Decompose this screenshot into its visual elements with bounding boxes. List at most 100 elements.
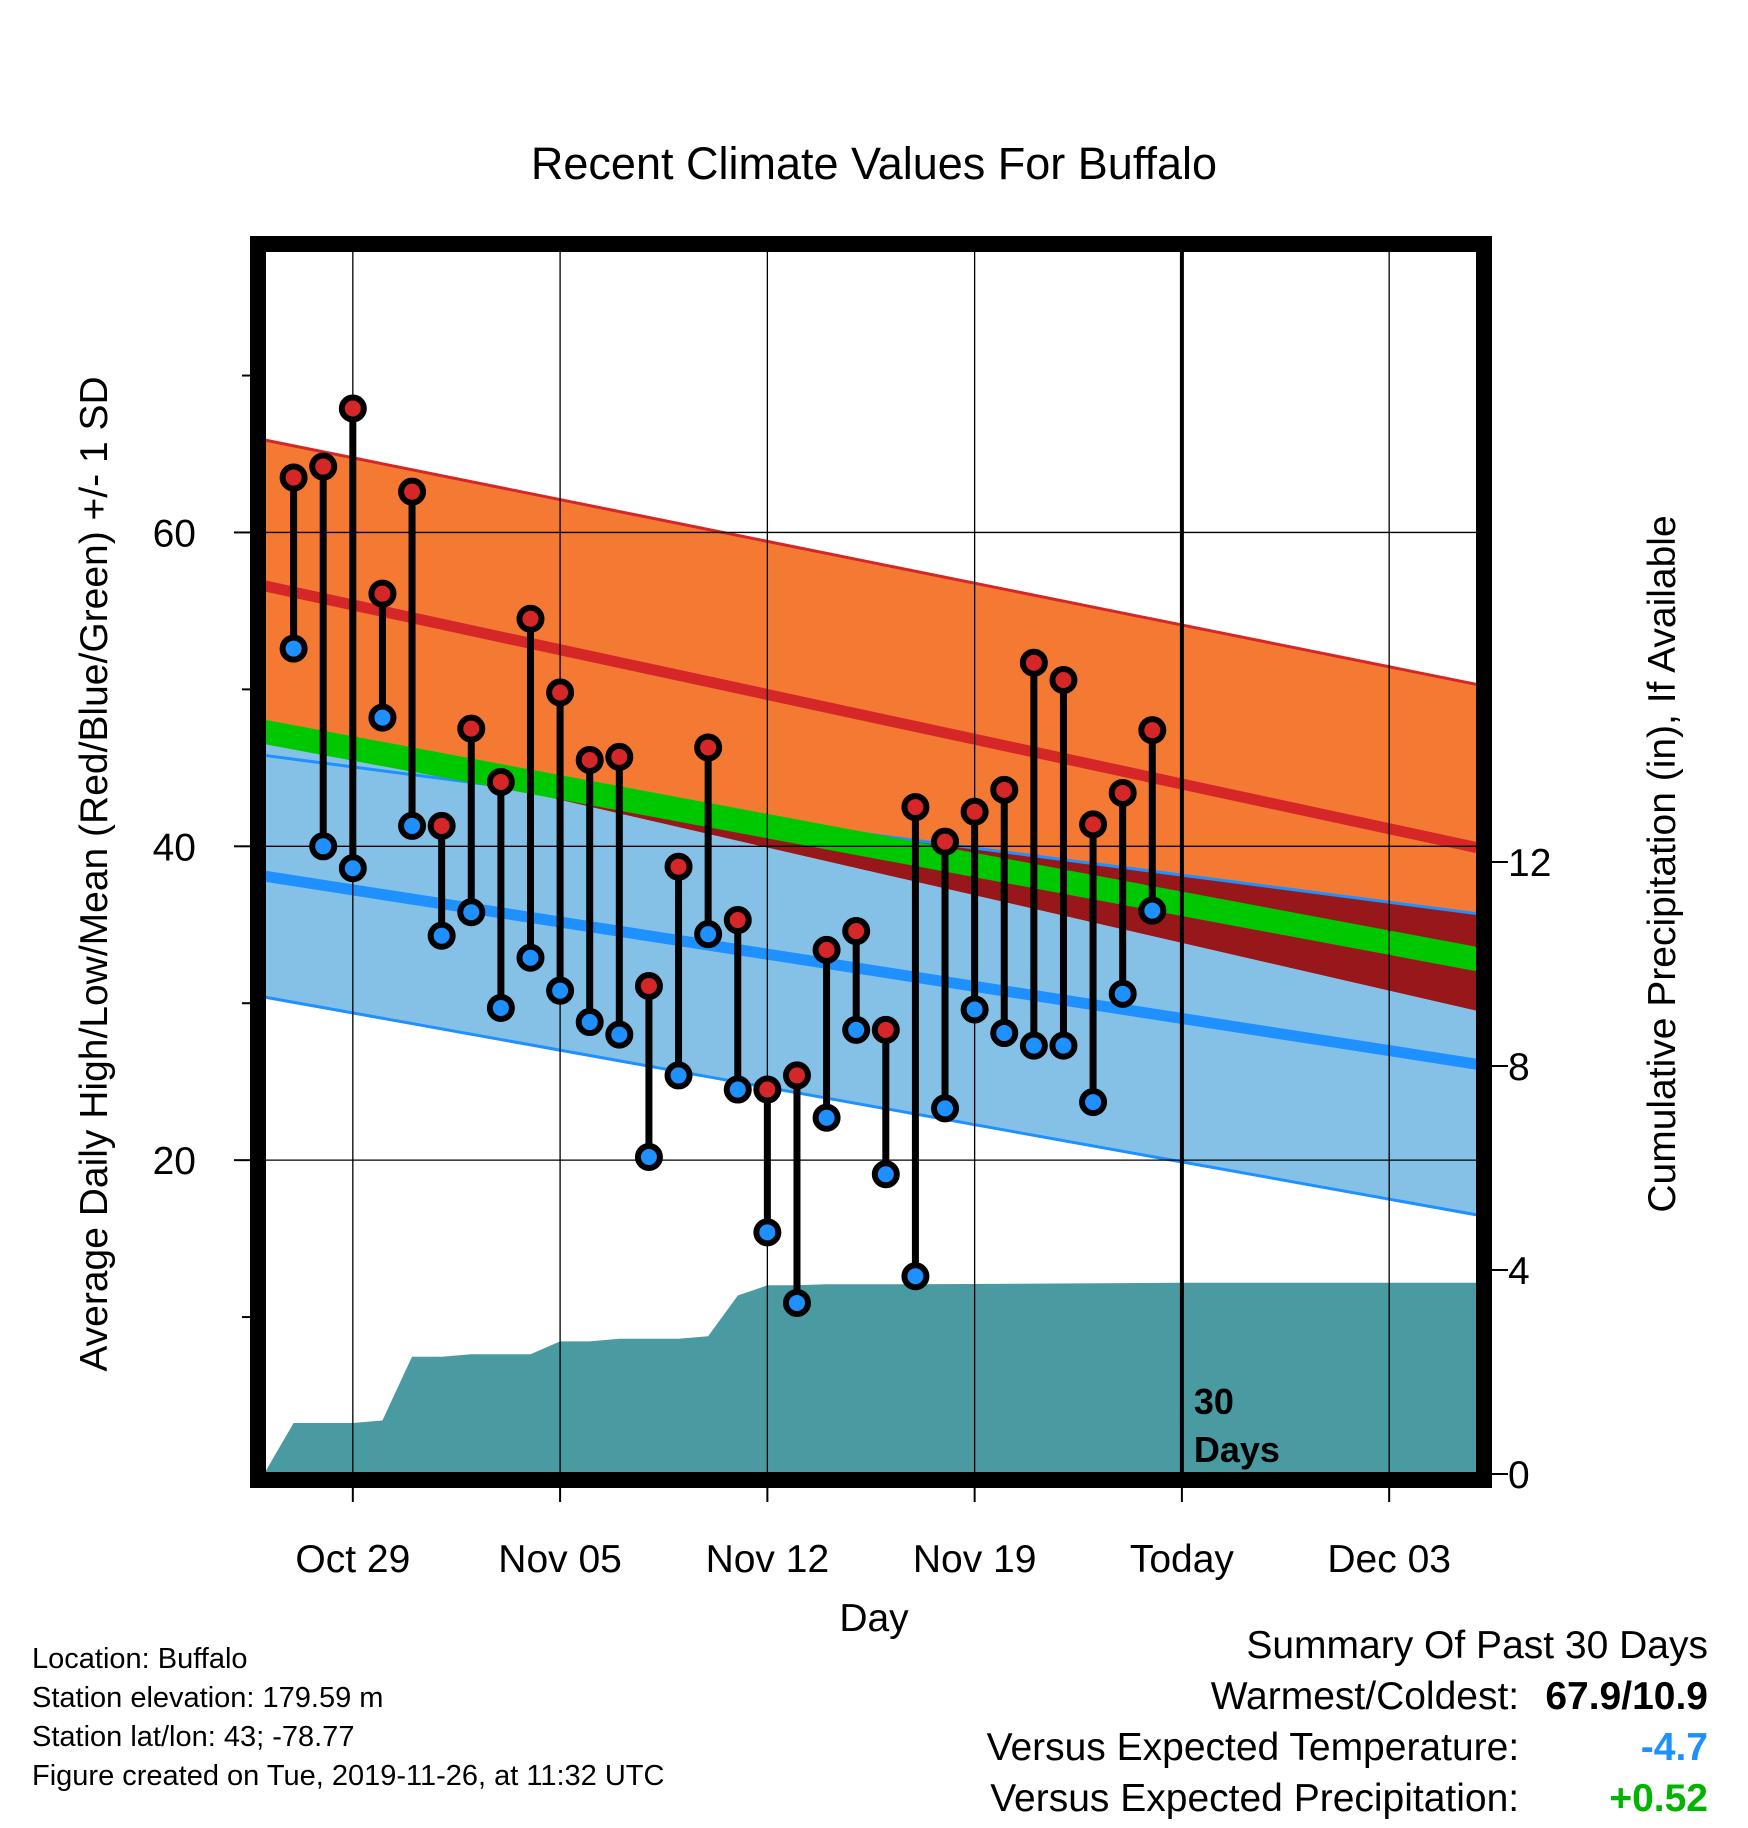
daily-high-point — [427, 811, 456, 840]
daily-high-point — [516, 604, 545, 633]
daily-high-point — [279, 463, 308, 492]
daily-high-point — [309, 452, 338, 481]
precip-vs-expected-label: Versus Expected Precipitation: — [990, 1777, 1520, 1820]
daily-high-point — [338, 394, 367, 423]
y-tick-label-right: 8 — [1508, 1046, 1530, 1089]
daily-low-point — [427, 921, 456, 950]
daily-low-point — [634, 1143, 663, 1172]
daily-low-point — [782, 1288, 811, 1317]
normal-high-plus-sd-line — [263, 438, 1479, 687]
axes: Oct 29 Nov 05 Nov 12 Nov 19 Today Dec 03 20 40 6… — [153, 236, 1551, 1581]
daily-low-point — [842, 1015, 871, 1044]
daily-high-point — [1049, 665, 1078, 694]
x-tick-label: Nov 19 — [913, 1538, 1037, 1581]
daily-high-point — [871, 1015, 900, 1044]
summary-row-temp: Versus Expected Temperature: -4.7 — [987, 1722, 1708, 1773]
daily-low-point — [871, 1160, 900, 1189]
daily-low-point — [664, 1061, 693, 1090]
daily-high-point — [694, 733, 723, 762]
daily-high-point — [753, 1075, 782, 1104]
y-tick-label-left: 20 — [153, 1140, 196, 1183]
daily-high-point — [960, 797, 989, 826]
created-text: Figure created on Tue, 2019-11-26, at 11… — [32, 1760, 665, 1792]
daily-low-point — [753, 1218, 782, 1247]
elevation-text: Station elevation: 179.59 m — [32, 1682, 384, 1714]
daily-high-point — [605, 742, 634, 771]
x-tick-label: Today — [1130, 1538, 1235, 1581]
normal-high-mean-line — [262, 580, 1480, 854]
daily-low-point — [516, 943, 545, 972]
today-window-number: 30 — [1194, 1381, 1234, 1422]
normal-high-band — [264, 439, 1478, 1012]
daily-high-point — [398, 477, 427, 506]
daily-high-point — [664, 852, 693, 881]
daily-low-point — [723, 1075, 752, 1104]
summary-title: Summary Of Past 30 Days — [1246, 1624, 1708, 1667]
daily-high-point — [546, 678, 575, 707]
daily-low-point — [1108, 979, 1137, 1008]
y-tick-label-left: 60 — [153, 512, 196, 555]
temp-vs-expected-value: -4.7 — [1640, 1726, 1708, 1769]
x-tick-label: Nov 05 — [498, 1538, 622, 1581]
station-info: Location: Buffalo Station elevation: 179… — [32, 1640, 664, 1796]
chart-title: Recent Climate Values For Buffalo — [531, 138, 1217, 189]
latlon-text: Station lat/lon: 43; -78.77 — [32, 1721, 355, 1753]
daily-low-point — [338, 854, 367, 883]
y-tick-label-left: 40 — [153, 826, 196, 869]
daily-low-point — [486, 993, 515, 1022]
daily-low-point — [694, 920, 723, 949]
warmest-coldest-label: Warmest/Coldest: — [1210, 1675, 1520, 1718]
y-axis-label-left: Average Daily High/Low/Mean (Red/Blue/Gr… — [73, 376, 116, 1371]
daily-low-point — [812, 1103, 841, 1132]
daily-low-point — [546, 976, 575, 1005]
x-tick-label: Nov 12 — [706, 1538, 830, 1581]
daily-low-point — [901, 1262, 930, 1291]
daily-high-point — [368, 579, 397, 608]
x-axis-label: Day — [839, 1597, 909, 1640]
daily-low-point — [1079, 1088, 1108, 1117]
daily-high-point — [901, 793, 930, 822]
daily-high-point — [931, 827, 960, 856]
daily-high-point — [1019, 648, 1048, 677]
daily-high-point — [723, 906, 752, 935]
today-window-unit: Days — [1194, 1429, 1280, 1470]
daily-low-point — [931, 1094, 960, 1123]
daily-low-point — [1049, 1031, 1078, 1060]
plot-frame — [250, 236, 1492, 1488]
precip-vs-expected-value: +0.52 — [1609, 1777, 1708, 1820]
summary-row-warmest: Warmest/Coldest: 67.9/10.9 — [987, 1671, 1708, 1722]
daily-low-point — [990, 1019, 1019, 1048]
daily-low-point — [1138, 896, 1167, 925]
daily-low-point — [1019, 1031, 1048, 1060]
location-text: Location: Buffalo — [32, 1643, 248, 1675]
daily-low-point — [575, 1008, 604, 1037]
daily-low-point — [398, 811, 427, 840]
warmest-coldest-value: 67.9/10.9 — [1545, 1675, 1708, 1718]
y-axis-label-right: Cumulative Precipitation (in), If Availa… — [1641, 515, 1684, 1212]
x-tick-label: Oct 29 — [295, 1538, 410, 1581]
temp-vs-expected-label: Versus Expected Temperature: — [986, 1726, 1520, 1769]
summary-panel: Summary Of Past 30 Days Warmest/Coldest:… — [987, 1620, 1708, 1824]
y-tick-label-right: 0 — [1508, 1454, 1530, 1497]
daily-high-point — [486, 767, 515, 796]
daily-low-point — [368, 703, 397, 732]
y-tick-label-right: 12 — [1508, 842, 1551, 885]
plot-area: 30 Days — [261, 250, 1481, 1474]
daily-low-point — [279, 634, 308, 663]
daily-low-point — [457, 898, 486, 927]
daily-high-point — [1138, 716, 1167, 745]
daily-low-point — [960, 995, 989, 1024]
daily-high-point — [457, 714, 486, 743]
daily-high-point — [842, 917, 871, 946]
daily-high-point — [782, 1061, 811, 1090]
normal-mean-line — [261, 720, 1481, 972]
daily-high-point — [1079, 810, 1108, 839]
summary-row-precip: Versus Expected Precipitation: +0.52 — [987, 1773, 1708, 1824]
daily-low-point — [605, 1020, 634, 1049]
daily-high-point — [575, 746, 604, 774]
cumulative-precip-area — [264, 1282, 1478, 1474]
x-tick-label: Dec 03 — [1327, 1538, 1451, 1581]
normal-overlap-band — [264, 731, 1478, 1012]
daily-high-point — [1108, 778, 1137, 807]
